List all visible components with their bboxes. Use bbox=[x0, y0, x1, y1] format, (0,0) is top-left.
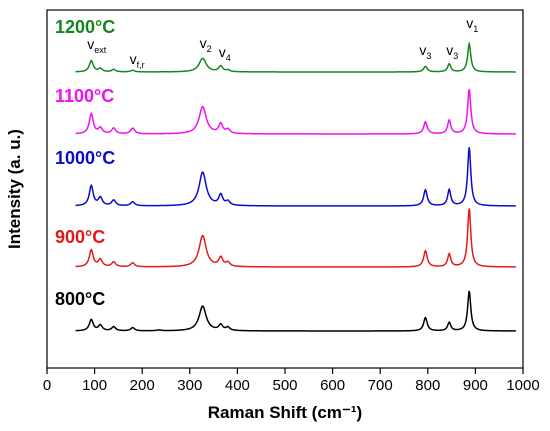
series-line-900C bbox=[75, 208, 516, 268]
x-tick-label: 100 bbox=[82, 377, 107, 394]
x-tick-label: 900 bbox=[463, 377, 488, 394]
series-label: 900°C bbox=[55, 227, 105, 247]
series-label: 1100°C bbox=[55, 86, 114, 106]
peak-annotation: v3 bbox=[419, 42, 431, 61]
series-labels: 800°C 900°C 1000°C 1100°C 1200°C bbox=[55, 17, 115, 309]
x-tick-label: 600 bbox=[320, 377, 345, 394]
peak-annotation: vext bbox=[87, 36, 107, 55]
series-line-800C bbox=[75, 290, 516, 332]
peak-annotation: v1 bbox=[466, 15, 478, 34]
spectra-traces bbox=[75, 41, 516, 332]
x-tick-label: 400 bbox=[225, 377, 250, 394]
series-label: 1200°C bbox=[55, 17, 115, 37]
series-line-1100C bbox=[75, 88, 516, 135]
x-axis-ticks bbox=[46, 368, 524, 374]
x-tick-label: 800 bbox=[415, 377, 440, 394]
x-tick-label: 200 bbox=[130, 377, 155, 394]
x-tick-label: 300 bbox=[177, 377, 202, 394]
peak-annotation: v2 bbox=[200, 35, 212, 54]
x-axis-tick-labels: 0 100 200 300 400 500 600 700 800 900 1000 bbox=[43, 377, 540, 394]
x-axis-title: Raman Shift (cm⁻¹) bbox=[208, 403, 362, 422]
peak-annotation: v4 bbox=[219, 44, 231, 63]
series-line-1200C bbox=[75, 41, 516, 73]
x-tick-label: 700 bbox=[368, 377, 393, 394]
x-tick-label: 1000 bbox=[506, 377, 539, 394]
x-tick-label: 500 bbox=[272, 377, 297, 394]
series-label: 800°C bbox=[55, 289, 105, 309]
plot-frame bbox=[46, 9, 524, 369]
peak-annotations: vext vf,r v2 v4 v3 v3 v1 bbox=[87, 15, 478, 70]
y-axis-title: Intensity (a. u.) bbox=[5, 129, 24, 249]
peak-annotation: vf,r bbox=[130, 51, 145, 70]
x-tick-label: 0 bbox=[43, 377, 51, 394]
series-line-1000C bbox=[75, 147, 516, 207]
peak-annotation: v3 bbox=[446, 42, 458, 61]
series-label: 1000°C bbox=[55, 148, 115, 168]
